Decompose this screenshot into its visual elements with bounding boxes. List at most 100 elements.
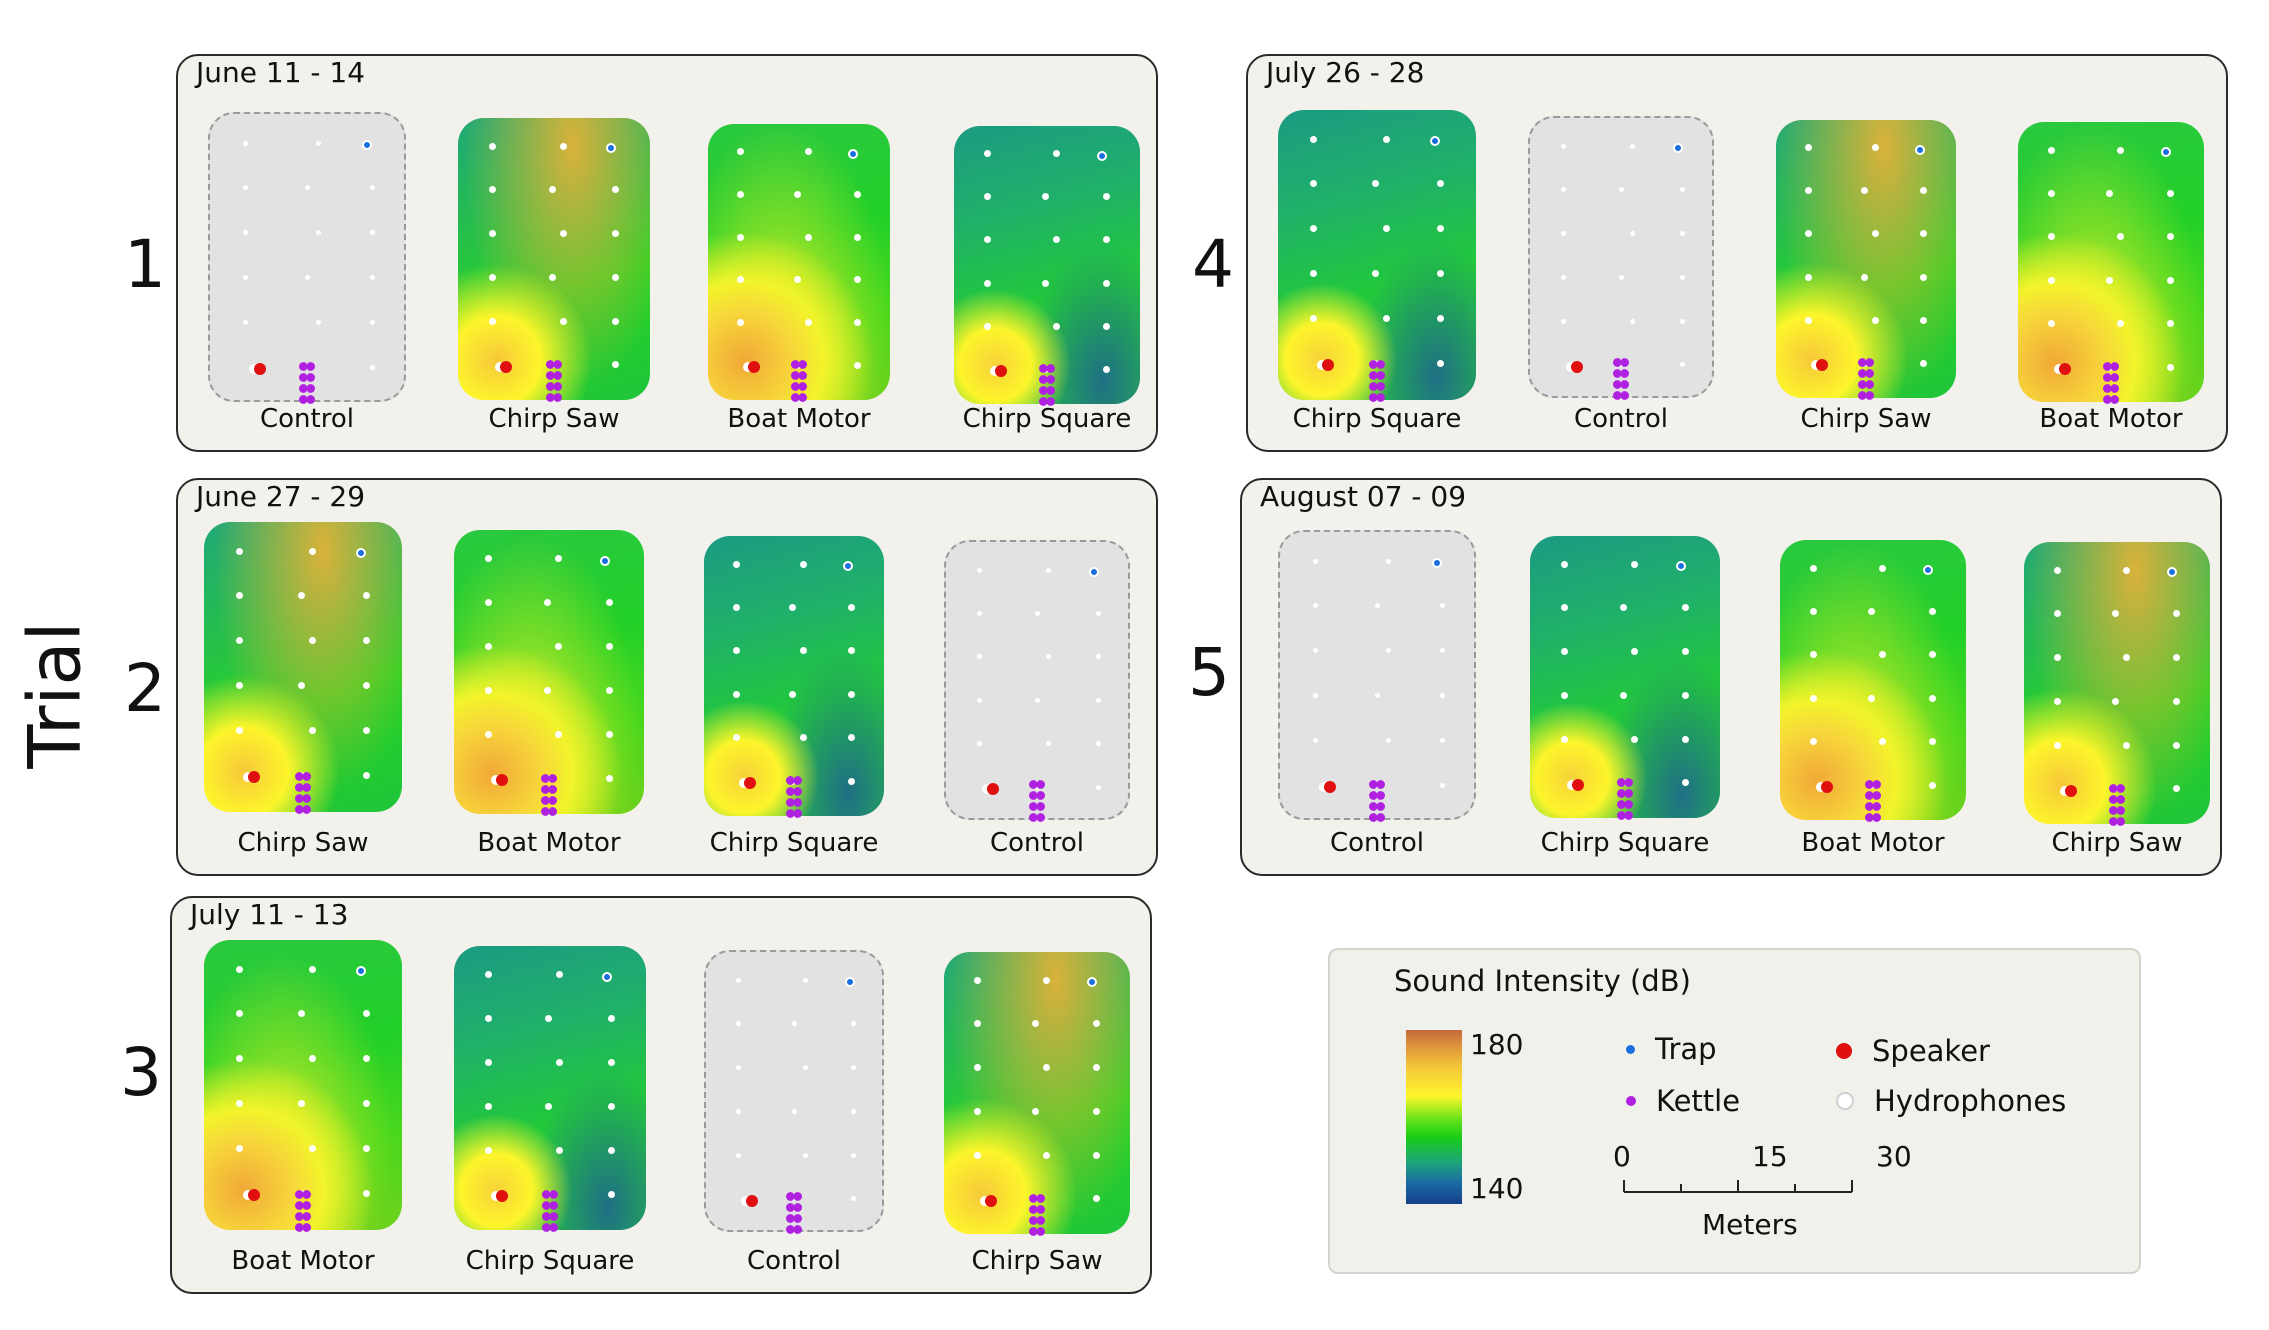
treatment-label: Control <box>747 1246 841 1276</box>
hydrophone-marker <box>853 362 861 369</box>
hydrophone-marker <box>362 682 370 690</box>
hydrophone-marker <box>1374 603 1380 609</box>
kettle-marker <box>542 1190 558 1199</box>
trap-marker <box>842 561 853 572</box>
hydrophone-marker <box>1031 1107 1039 1115</box>
hydrophone-marker <box>1093 1020 1101 1028</box>
legend-speaker-label: Speaker <box>1872 1034 1990 1068</box>
hydrophone-marker <box>1804 230 1812 238</box>
hydrophone-marker <box>983 150 991 158</box>
speaker-marker <box>1323 781 1336 794</box>
kettle-marker <box>1613 391 1629 400</box>
hydrophone-marker <box>1867 607 1875 615</box>
hydrophone-marker <box>737 233 745 241</box>
scale-tick-30: 30 <box>1876 1140 1912 1173</box>
treatment-label: Chirp Square <box>962 404 1132 434</box>
hydrophone-marker <box>1631 735 1638 743</box>
kettle-marker <box>791 360 807 369</box>
hydrophone-marker <box>791 1108 797 1114</box>
trap-marker <box>601 971 612 982</box>
hydrophone-marker <box>848 690 856 698</box>
hydrophone-marker <box>369 320 375 326</box>
kettle-marker <box>1613 358 1629 367</box>
trap-marker <box>600 555 611 566</box>
trap-marker <box>605 143 616 154</box>
hydrophone-marker <box>799 647 807 655</box>
speaker-marker <box>247 1189 260 1202</box>
hydrophone-marker <box>1920 359 1928 367</box>
hydrophone-marker <box>1871 316 1879 324</box>
hydrophone-marker <box>2122 741 2130 749</box>
kettle-marker <box>542 1212 558 1221</box>
kettle-marker <box>546 371 562 380</box>
kettle-marker <box>1029 780 1045 789</box>
hydrophone-marker <box>804 233 812 241</box>
kettle-marker <box>786 1192 802 1201</box>
hydrophone-marker <box>611 273 619 281</box>
hydrophone-marker <box>362 1055 370 1063</box>
hydrophone-marker <box>1809 651 1817 659</box>
hydrophone-marker <box>1680 318 1686 324</box>
hydrophone-marker <box>1313 603 1319 609</box>
hydrophone-marker <box>973 976 981 984</box>
hydrophone-marker <box>2047 276 2055 284</box>
hydrophone-marker <box>1929 607 1937 615</box>
hydrophone-icon <box>1836 1092 1854 1110</box>
hydrophone-marker <box>236 637 244 645</box>
hydrophone-marker <box>1682 735 1690 743</box>
hydrophone-marker <box>1310 135 1318 143</box>
speaker-marker <box>500 360 513 373</box>
speaker-marker <box>1570 360 1583 373</box>
trial-number-1: 1 <box>124 226 166 303</box>
kettle-marker <box>1865 802 1881 811</box>
hydrophone-marker <box>556 970 564 978</box>
treatment-label: Chirp Saw <box>971 1246 1103 1276</box>
hydrophone-marker <box>544 1014 552 1022</box>
kettle-marker <box>295 794 311 803</box>
kettle-marker <box>1613 380 1629 389</box>
hydrophone-marker <box>1436 270 1444 278</box>
hydrophone-marker <box>2173 785 2181 793</box>
hydrophone-marker <box>799 734 807 742</box>
treatment-label: Control <box>990 828 1084 858</box>
hydrophone-marker <box>1682 648 1690 656</box>
scale-unit-label: Meters <box>1702 1208 1798 1241</box>
hydrophone-marker <box>369 365 375 371</box>
hydrophone-marker <box>1560 691 1568 699</box>
kettle-marker <box>1029 1227 1045 1236</box>
heatmap-plot <box>2024 542 2210 824</box>
hydrophone-marker <box>1929 694 1937 702</box>
hydrophone-marker <box>791 1021 797 1027</box>
trap-marker <box>844 977 855 988</box>
trial-date: June 27 - 29 <box>196 480 366 513</box>
hydrophone-marker <box>1439 693 1445 699</box>
hydrophone-marker <box>735 1108 741 1114</box>
heatmap-plot <box>1780 540 1966 820</box>
treatment-label: Chirp Square <box>1540 828 1710 858</box>
hydrophone-marker <box>1386 648 1392 654</box>
hydrophone-marker <box>2167 363 2175 371</box>
hydrophone-marker <box>2053 610 2061 618</box>
hydrophone-marker <box>853 319 861 327</box>
kettle-marker <box>2109 817 2125 826</box>
trial-date: August 07 - 09 <box>1260 480 1467 513</box>
trap-marker <box>1089 567 1100 578</box>
treatment-label: Control <box>1330 828 1424 858</box>
hydrophone-marker <box>1929 781 1937 789</box>
trap-marker <box>362 140 373 151</box>
hydrophone-marker <box>1804 187 1812 195</box>
hydrophone-marker <box>1374 693 1380 699</box>
hydrophone-marker <box>973 1064 981 1072</box>
hydrophone-marker <box>362 772 370 780</box>
hydrophone-marker <box>1680 231 1686 237</box>
hydrophone-marker <box>976 697 982 703</box>
hydrophone-marker <box>555 554 562 562</box>
hydrophone-marker <box>489 230 497 238</box>
hydrophone-marker <box>1920 316 1928 324</box>
hydrophone-marker <box>1867 694 1875 702</box>
hydrophone-marker <box>316 140 322 146</box>
legend-title: Sound Intensity (dB) <box>1394 964 1691 998</box>
hydrophone-marker <box>1629 231 1635 237</box>
treatment-label: Chirp Saw <box>237 828 369 858</box>
hydrophone-marker <box>362 637 370 645</box>
